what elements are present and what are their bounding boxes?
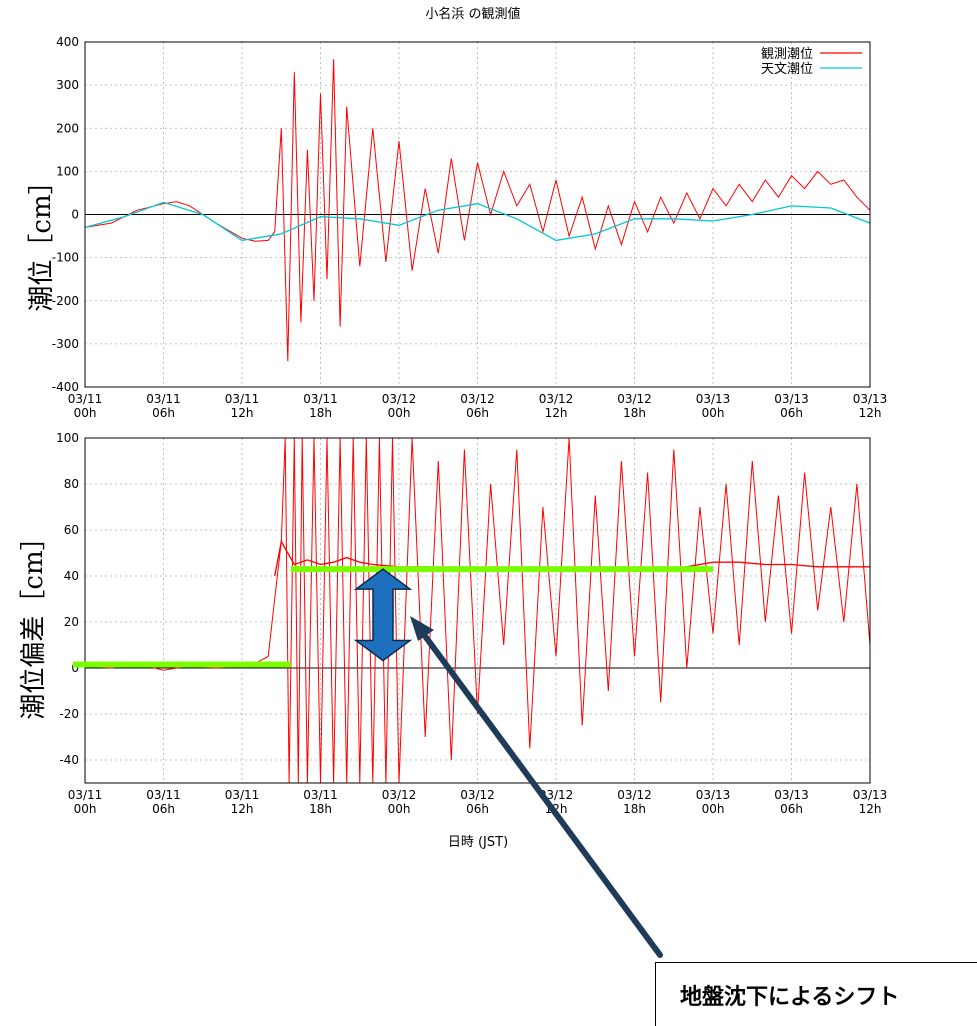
pointer-arrow-line — [419, 629, 663, 958]
top-y-axis-label: 潮位［cm］ — [27, 168, 57, 312]
top-grid — [85, 42, 870, 387]
x-tick-label: 03/13 12h — [853, 392, 888, 420]
x-tick-label: 03/13 06h — [774, 392, 809, 420]
x-tick-label: 03/12 00h — [382, 392, 417, 420]
x-tick-label: 03/11 00h — [68, 392, 103, 420]
top-plot-frame — [84, 41, 871, 388]
x-tick-label: 03/13 06h — [774, 788, 809, 816]
x-tick-label: 03/12 06h — [460, 392, 495, 420]
x-tick-label: 03/11 12h — [225, 392, 260, 420]
x-tick-label: 03/11 06h — [146, 392, 181, 420]
page-title: 小名浜 の観測値 — [425, 6, 520, 22]
y-tick-label: 40 — [64, 569, 79, 583]
x-axis-label: 日時 (JST) — [448, 835, 508, 850]
top-legend: 観測潮位 天文潮位 — [761, 47, 862, 77]
x-tick-label: 03/12 18h — [617, 392, 652, 420]
x-tick-label: 03/13 12h — [853, 788, 888, 816]
callout-text: 地盤沈下によるシフト — [680, 984, 900, 1010]
x-tick-label: 03/11 00h — [68, 788, 103, 816]
y-tick-label: -100 — [52, 251, 79, 265]
y-tick-label: 20 — [64, 615, 79, 629]
y-tick-label: 60 — [64, 523, 79, 537]
bottom-grid — [85, 438, 870, 783]
legend-label-astronomical: 天文潮位 — [761, 62, 813, 77]
y-tick-label: -20 — [59, 707, 79, 721]
series-line-1 — [85, 201, 870, 242]
x-tick-label: 03/11 18h — [303, 392, 338, 420]
pointer-arrowhead — [410, 616, 434, 641]
top-x-ticks: 03/11 00h 03/11 06h 03/11 12h 03/11 18h 03/12 00h… — [68, 392, 888, 420]
bottom-annotations — [73, 566, 713, 668]
series-line-0 — [85, 59, 870, 362]
x-tick-label: 03/13 00h — [696, 788, 731, 816]
y-tick-label: 100 — [56, 431, 79, 445]
y-tick-label: 80 — [64, 477, 79, 491]
x-tick-label: 03/11 18h — [303, 788, 338, 816]
x-tick-label: 03/11 12h — [225, 788, 260, 816]
y-tick-label: -400 — [52, 380, 79, 394]
y-tick-label: 0 — [71, 661, 79, 675]
bottom-y-ticks: 100 80 60 40 20 0 -20 -40 — [56, 431, 79, 767]
y-tick-label: -40 — [59, 753, 79, 767]
x-tick-label: 03/12 00h — [382, 788, 417, 816]
bottom-y-axis-label: 潮位偏差［cm］ — [19, 524, 49, 720]
shift-double-arrow — [353, 568, 413, 662]
annotation-callout: 地盤沈下によるシフト — [655, 962, 977, 1026]
y-tick-label: -200 — [52, 294, 79, 308]
y-tick-label: 400 — [56, 35, 79, 49]
x-tick-label: 03/12 18h — [617, 788, 652, 816]
legend-label-observed: 観測潮位 — [761, 47, 813, 62]
y-tick-label: 0 — [71, 208, 79, 222]
x-tick-label: 03/13 00h — [696, 392, 731, 420]
y-tick-label: 100 — [56, 164, 79, 178]
y-tick-label: 200 — [56, 121, 79, 135]
top-plot-area — [85, 59, 870, 362]
x-tick-label: 03/12 06h — [460, 788, 495, 816]
bottom-plot-frame — [84, 437, 871, 784]
y-tick-label: -300 — [52, 337, 79, 351]
top-y-ticks: 400 300 200 100 0 -100 -200 -300 -400 — [52, 35, 79, 394]
bottom-x-ticks: 03/11 00h 03/11 06h 03/11 12h 03/11 18h 03/12 00h… — [68, 788, 888, 816]
series-line-0 — [85, 438, 870, 783]
y-tick-label: 300 — [56, 78, 79, 92]
x-tick-label: 03/11 06h — [146, 788, 181, 816]
